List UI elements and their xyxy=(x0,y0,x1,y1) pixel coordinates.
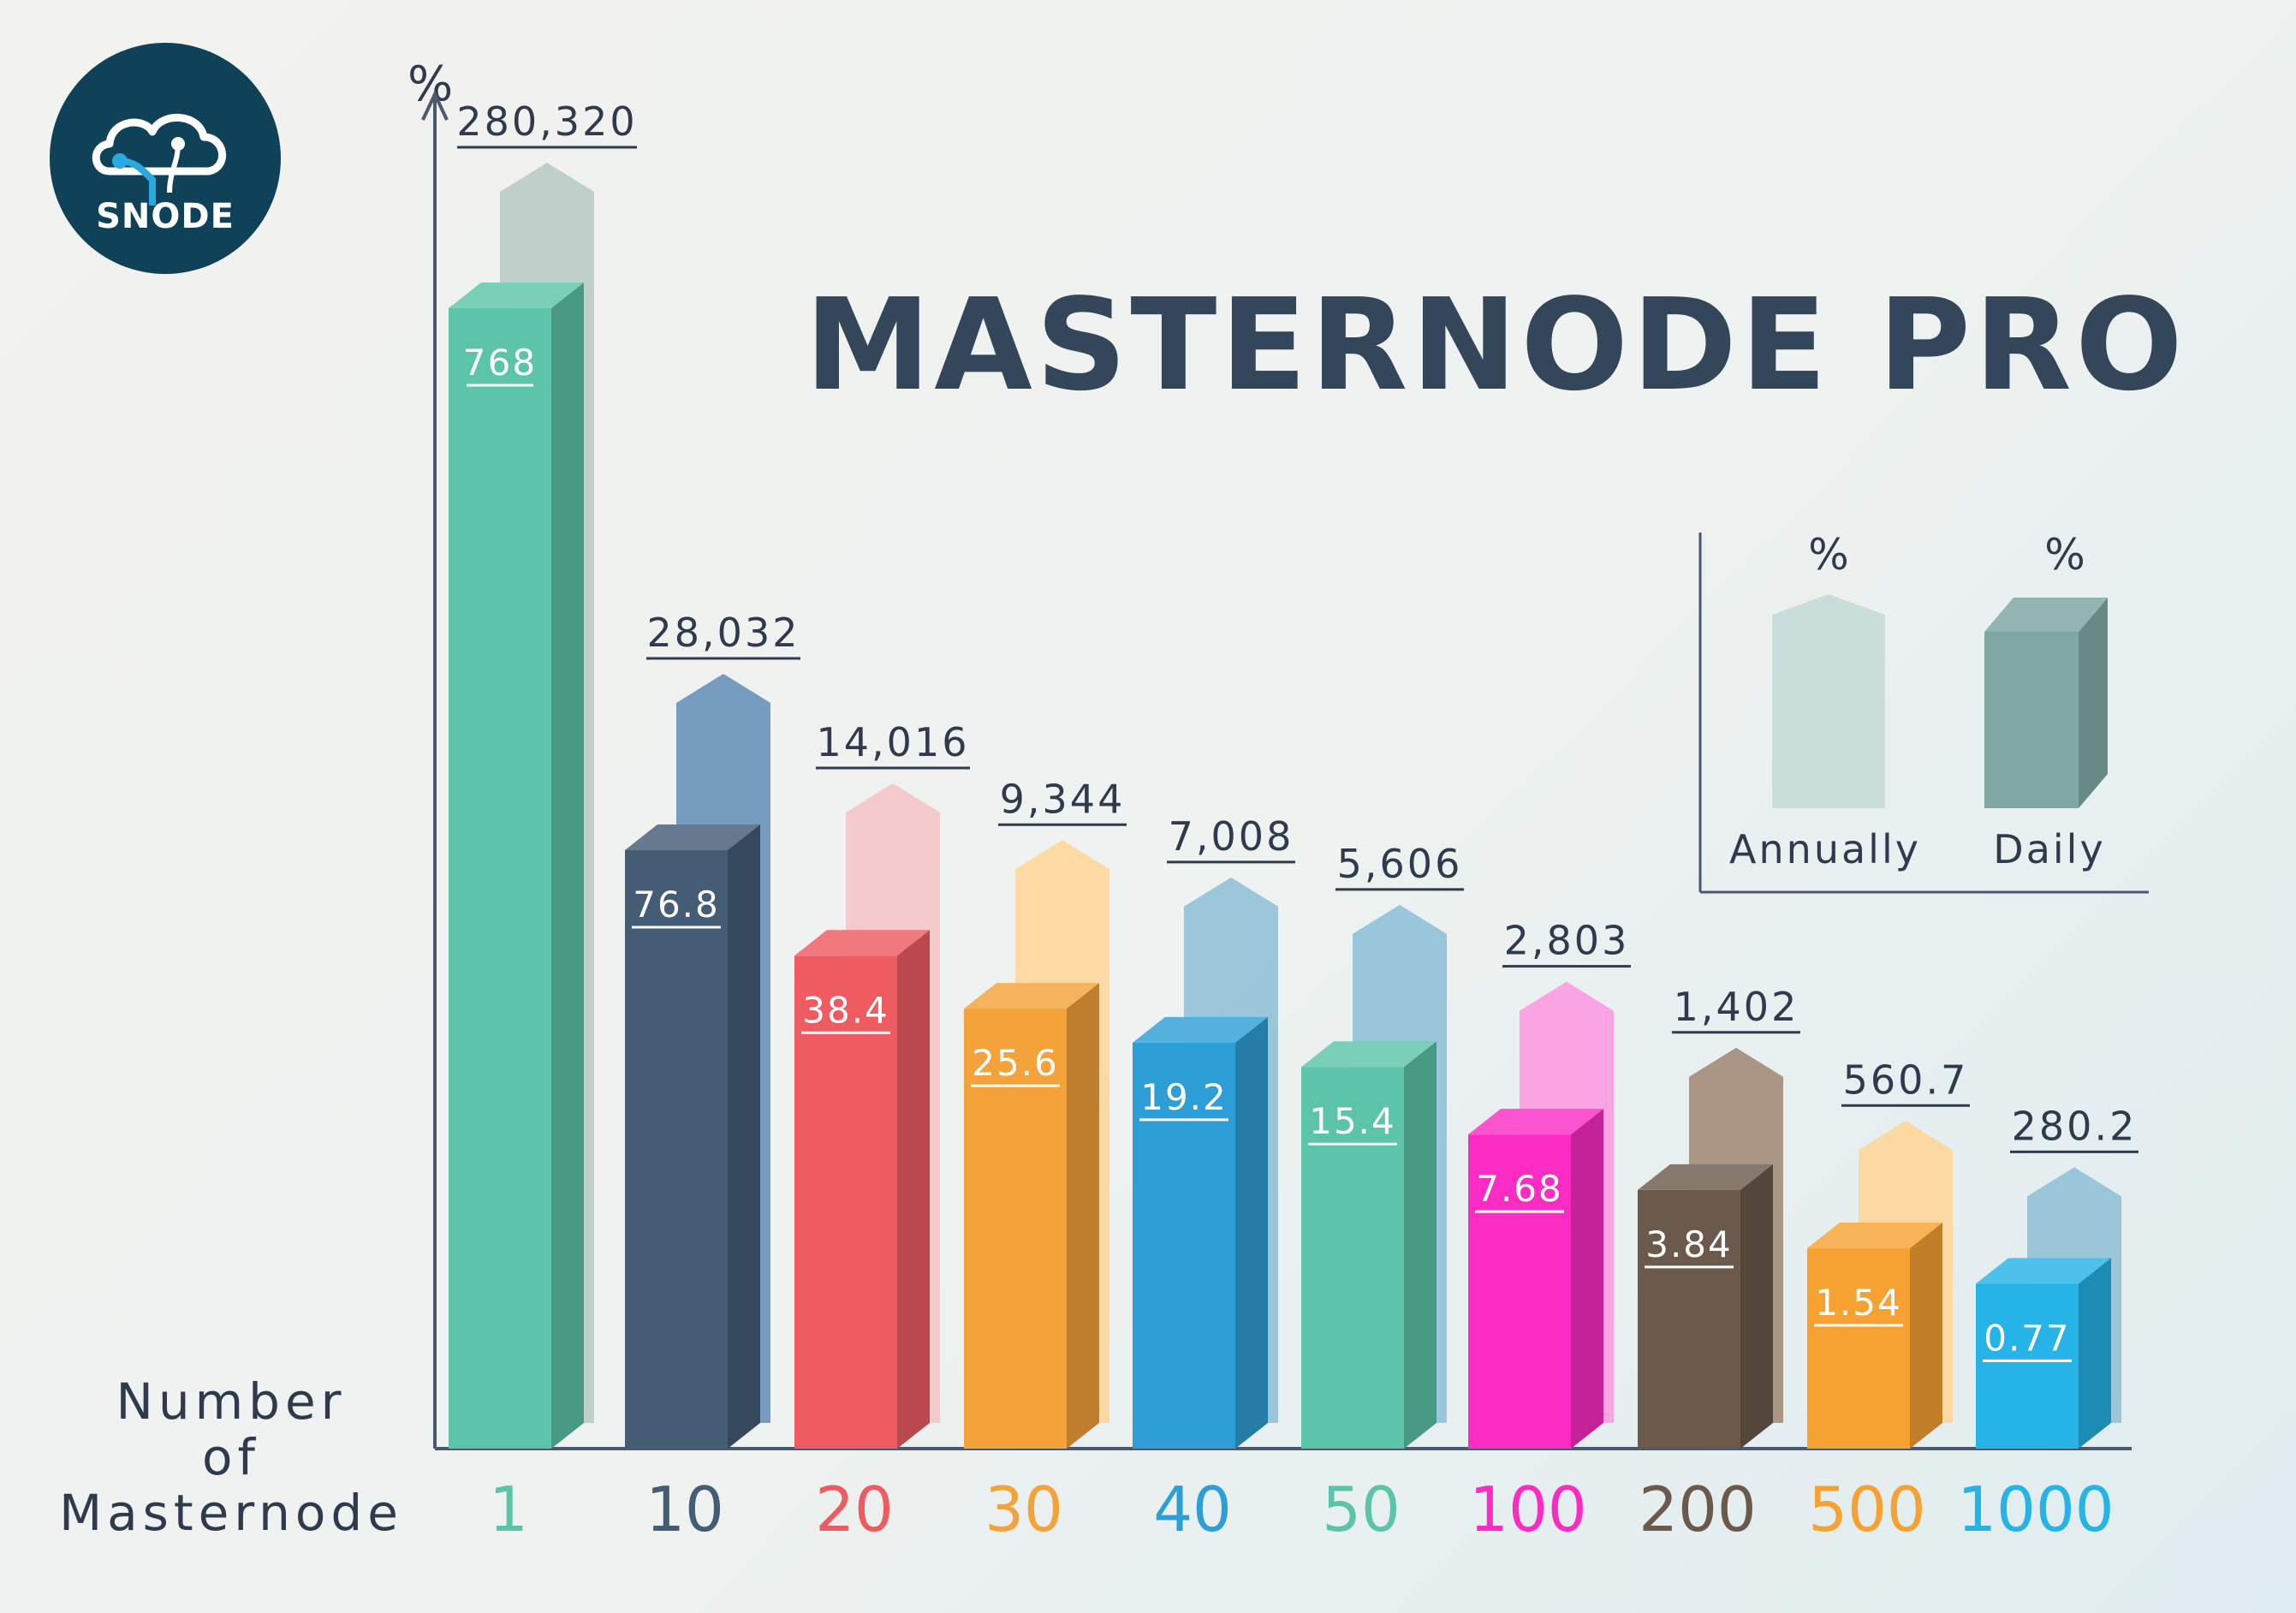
daily-bar-top-40 xyxy=(1133,1016,1268,1043)
daily-bar-side-20 xyxy=(897,930,930,1449)
daily-value-label-10: 76.8 xyxy=(633,884,720,926)
daily-bar-top-30 xyxy=(964,983,1099,1009)
annual-value-label-100: 2,803 xyxy=(1504,918,1630,964)
legend-daily-label: Daily xyxy=(1993,826,2105,872)
daily-bar-side-100 xyxy=(1571,1109,1603,1449)
x-tick-label-30: 30 xyxy=(984,1473,1063,1545)
y-axis-arrow xyxy=(421,90,449,121)
daily-value-label-40: 19.2 xyxy=(1140,1076,1228,1118)
annual-value-label-20: 14,016 xyxy=(817,719,970,765)
daily-bar-front-100 xyxy=(1468,1134,1571,1449)
legend-daily-swatch-side xyxy=(2079,598,2108,808)
daily-value-label-20: 38.4 xyxy=(802,989,889,1031)
daily-bar-front-10 xyxy=(625,849,728,1449)
daily-bar-top-1 xyxy=(449,283,584,308)
x-tick-label-10: 10 xyxy=(645,1473,724,1545)
daily-bar-side-10 xyxy=(728,824,760,1449)
x-tick-label-100: 100 xyxy=(1469,1473,1586,1545)
x-tick-label-200: 200 xyxy=(1639,1473,1756,1545)
legend-annual-swatch xyxy=(1772,594,1885,808)
daily-bar-side-40 xyxy=(1235,1016,1268,1449)
x-axis-title-line-2: of xyxy=(202,1428,260,1486)
daily-bar-top-50 xyxy=(1301,1041,1436,1068)
daily-bar-side-50 xyxy=(1404,1041,1436,1449)
snode-logo: SNODE xyxy=(50,43,281,274)
annual-value-label-200: 1,402 xyxy=(1674,984,1799,1030)
daily-bar-side-1000 xyxy=(2079,1258,2111,1449)
legend-daily-swatch-top xyxy=(1984,598,2108,632)
daily-value-label-50: 15.4 xyxy=(1309,1100,1396,1142)
daily-bar-front-200 xyxy=(1638,1189,1740,1449)
x-tick-label-40: 40 xyxy=(1153,1473,1232,1545)
legend-daily-unit: % xyxy=(2044,530,2085,580)
daily-bar-front-50 xyxy=(1301,1067,1404,1449)
daily-bar-front-30 xyxy=(964,1009,1067,1449)
daily-value-label-200: 3.84 xyxy=(1645,1223,1733,1265)
daily-bar-side-500 xyxy=(1910,1223,1942,1449)
x-axis-title: Number of Masternode xyxy=(51,1374,411,1541)
daily-value-label-1000: 0.77 xyxy=(1984,1317,2071,1359)
daily-value-label-100: 7.68 xyxy=(1476,1168,1563,1210)
chart-legend: % Annually% Daily xyxy=(1698,530,2149,894)
x-tick-label-20: 20 xyxy=(815,1473,894,1545)
daily-bar-front-1000 xyxy=(1976,1283,2079,1449)
x-tick-label-500: 500 xyxy=(1808,1473,1925,1545)
daily-bar-top-500 xyxy=(1807,1223,1942,1249)
annual-value-label-50: 5,606 xyxy=(1337,841,1463,887)
daily-bar-top-1000 xyxy=(1976,1258,2111,1284)
annual-value-label-1: 280,320 xyxy=(456,98,637,145)
daily-bar-front-500 xyxy=(1807,1248,1910,1449)
daily-value-label-500: 1.54 xyxy=(1815,1282,1902,1324)
daily-bar-side-200 xyxy=(1740,1164,1773,1449)
daily-bar-top-20 xyxy=(794,930,930,956)
chart-title: MASTERNODE PROFIT xyxy=(805,272,2192,418)
logo-text: SNODE xyxy=(96,197,235,236)
annual-value-label-10: 28,032 xyxy=(647,610,800,656)
cloud-network-icon xyxy=(92,114,226,205)
daily-bar-top-10 xyxy=(625,824,760,850)
daily-value-label-1: 768 xyxy=(463,342,537,384)
daily-bar-top-200 xyxy=(1638,1164,1773,1190)
annual-value-label-500: 560.7 xyxy=(1843,1056,1969,1103)
annual-value-label-1000: 280.2 xyxy=(2012,1103,2138,1149)
x-axis-title-line-3: Masternode xyxy=(59,1484,403,1542)
x-axis-title-line-1: Number xyxy=(116,1372,347,1431)
daily-bar-front-20 xyxy=(794,955,897,1449)
daily-bar-front-1 xyxy=(449,308,551,1449)
x-tick-label-1000: 1000 xyxy=(1957,1473,2114,1545)
daily-bar-front-40 xyxy=(1133,1042,1235,1449)
daily-bar-top-100 xyxy=(1468,1109,1603,1135)
x-tick-label-1: 1 xyxy=(489,1473,528,1545)
annual-value-label-40: 7,008 xyxy=(1169,813,1294,860)
daily-bar-side-30 xyxy=(1067,983,1099,1449)
chart-bars: 280,320 768 1 28,032 76.8 10 14,016 38.4 20 9,344… xyxy=(449,98,2138,1545)
daily-value-label-30: 25.6 xyxy=(972,1042,1059,1084)
daily-bar-side-1 xyxy=(551,283,584,1449)
legend-daily-swatch-front xyxy=(1984,632,2079,808)
x-tick-label-50: 50 xyxy=(1322,1473,1401,1545)
legend-annual-label: Annually xyxy=(1729,826,1921,872)
annual-value-label-30: 9,344 xyxy=(1000,776,1126,822)
legend-annual-unit: % xyxy=(1808,530,1849,580)
